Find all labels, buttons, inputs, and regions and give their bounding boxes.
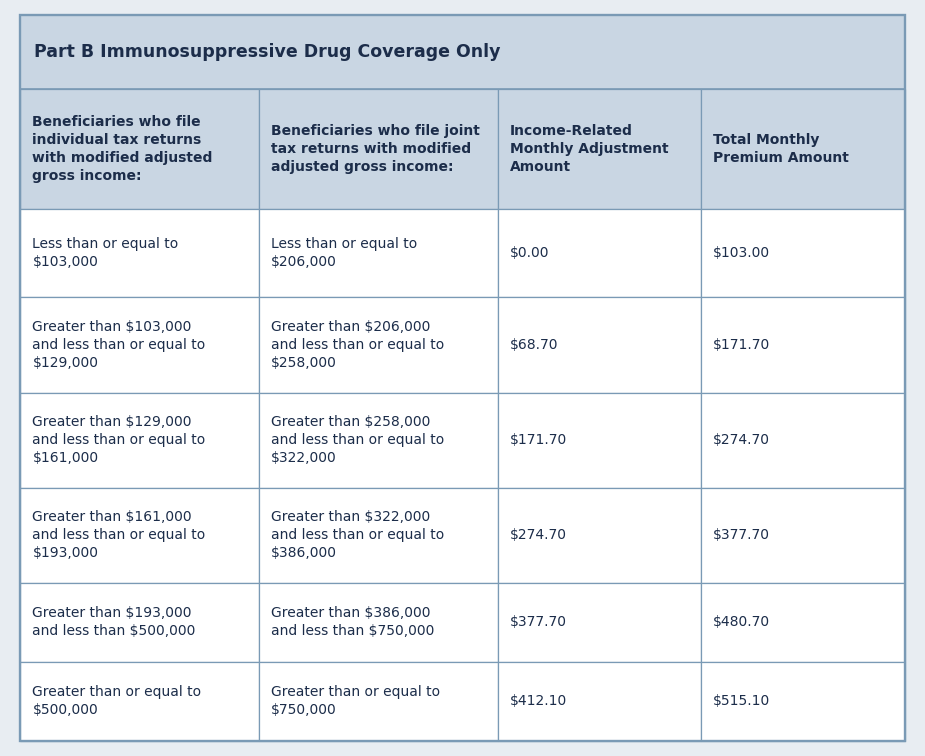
Text: $103.00: $103.00: [713, 246, 771, 260]
Text: $171.70: $171.70: [510, 433, 567, 447]
Text: Greater than $129,000
and less than or equal to
$161,000: Greater than $129,000 and less than or e…: [32, 415, 205, 465]
Text: Greater than $386,000
and less than $750,000: Greater than $386,000 and less than $750…: [271, 606, 435, 638]
Text: $171.70: $171.70: [713, 338, 771, 352]
Text: Income-Related
Monthly Adjustment
Amount: Income-Related Monthly Adjustment Amount: [510, 124, 669, 174]
Bar: [498, 583, 701, 662]
Text: Greater than $322,000
and less than or equal to
$386,000: Greater than $322,000 and less than or e…: [271, 510, 444, 560]
Bar: [20, 583, 259, 662]
Text: Greater than $206,000
and less than or equal to
$258,000: Greater than $206,000 and less than or e…: [271, 320, 444, 370]
Bar: [498, 662, 701, 741]
Bar: [259, 392, 498, 488]
Text: Greater than or equal to
$500,000: Greater than or equal to $500,000: [32, 686, 202, 717]
Text: Greater than $258,000
and less than or equal to
$322,000: Greater than $258,000 and less than or e…: [271, 415, 444, 465]
Bar: [20, 662, 259, 741]
Text: $377.70: $377.70: [713, 528, 771, 542]
Text: Beneficiaries who file joint
tax returns with modified
adjusted gross income:: Beneficiaries who file joint tax returns…: [271, 124, 480, 174]
Text: Greater than or equal to
$750,000: Greater than or equal to $750,000: [271, 686, 440, 717]
Bar: [259, 583, 498, 662]
Bar: [498, 209, 701, 297]
Bar: [498, 89, 701, 209]
Bar: [498, 488, 701, 583]
Bar: [701, 392, 905, 488]
Text: Total Monthly
Premium Amount: Total Monthly Premium Amount: [713, 133, 849, 165]
Text: Beneficiaries who file
individual tax returns
with modified adjusted
gross incom: Beneficiaries who file individual tax re…: [32, 115, 213, 183]
Text: $274.70: $274.70: [510, 528, 567, 542]
Text: $480.70: $480.70: [713, 615, 771, 629]
Bar: [701, 297, 905, 392]
Bar: [259, 488, 498, 583]
Bar: [259, 297, 498, 392]
Bar: [701, 583, 905, 662]
Bar: [20, 15, 905, 89]
Text: Part B Immunosuppressive Drug Coverage Only: Part B Immunosuppressive Drug Coverage O…: [34, 43, 500, 61]
Bar: [20, 89, 259, 209]
Text: $412.10: $412.10: [510, 694, 567, 708]
Bar: [498, 392, 701, 488]
Bar: [701, 488, 905, 583]
Bar: [259, 209, 498, 297]
Bar: [20, 297, 259, 392]
Bar: [259, 89, 498, 209]
Bar: [20, 392, 259, 488]
Text: $515.10: $515.10: [713, 694, 771, 708]
Bar: [20, 209, 259, 297]
Bar: [701, 662, 905, 741]
Bar: [498, 297, 701, 392]
Text: $0.00: $0.00: [510, 246, 549, 260]
Text: Less than or equal to
$103,000: Less than or equal to $103,000: [32, 237, 179, 269]
Text: $377.70: $377.70: [510, 615, 567, 629]
Bar: [701, 89, 905, 209]
Bar: [701, 209, 905, 297]
Bar: [259, 662, 498, 741]
Text: $274.70: $274.70: [713, 433, 771, 447]
Text: Greater than $161,000
and less than or equal to
$193,000: Greater than $161,000 and less than or e…: [32, 510, 205, 560]
Text: Greater than $193,000
and less than $500,000: Greater than $193,000 and less than $500…: [32, 606, 196, 638]
Text: Less than or equal to
$206,000: Less than or equal to $206,000: [271, 237, 417, 269]
Text: Greater than $103,000
and less than or equal to
$129,000: Greater than $103,000 and less than or e…: [32, 320, 205, 370]
Text: $68.70: $68.70: [510, 338, 559, 352]
Bar: [20, 488, 259, 583]
